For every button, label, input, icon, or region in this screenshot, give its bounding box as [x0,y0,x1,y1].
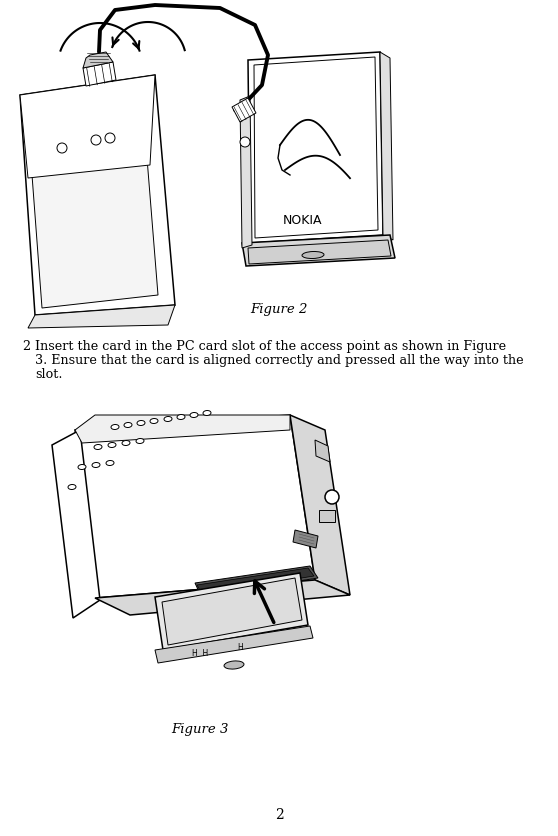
Ellipse shape [136,439,144,444]
Text: Figure 2: Figure 2 [251,303,307,317]
Polygon shape [155,573,308,650]
Polygon shape [95,580,350,615]
Bar [319,510,335,522]
Ellipse shape [224,661,244,669]
Polygon shape [248,240,391,264]
Polygon shape [28,305,175,328]
Ellipse shape [124,422,132,427]
Text: slot.: slot. [35,368,62,381]
Ellipse shape [94,445,102,450]
Polygon shape [20,75,155,178]
Ellipse shape [92,462,100,467]
Polygon shape [254,57,378,238]
Ellipse shape [177,415,185,420]
Polygon shape [195,566,318,596]
Polygon shape [52,430,100,618]
Polygon shape [240,96,252,248]
Circle shape [240,137,250,147]
Ellipse shape [203,410,211,415]
Text: Figure 3: Figure 3 [171,723,229,737]
Polygon shape [293,530,318,548]
Text: NOKIA: NOKIA [282,213,322,227]
Circle shape [105,133,115,143]
Text: 2: 2 [275,808,283,822]
Polygon shape [232,98,256,122]
Polygon shape [242,235,395,266]
Polygon shape [248,52,383,243]
Ellipse shape [164,416,172,421]
Ellipse shape [122,441,130,446]
Ellipse shape [78,465,86,470]
Ellipse shape [137,421,145,426]
Polygon shape [290,415,350,595]
Polygon shape [83,62,116,86]
Polygon shape [162,578,302,645]
Text: Insert the card in the PC card slot of the access point as shown in Figure: Insert the card in the PC card slot of t… [35,340,506,353]
Polygon shape [83,52,113,68]
Ellipse shape [108,442,116,447]
Ellipse shape [150,419,158,424]
Circle shape [91,135,101,145]
Ellipse shape [302,252,324,258]
Ellipse shape [190,412,198,417]
Ellipse shape [68,485,76,490]
Text: H  H: H H [192,649,208,657]
Ellipse shape [111,425,119,430]
Polygon shape [20,75,175,315]
Ellipse shape [106,461,114,466]
Polygon shape [75,415,315,598]
Polygon shape [155,626,313,663]
Text: H: H [237,644,243,653]
Polygon shape [75,415,290,443]
Text: 2: 2 [22,340,30,353]
Text: 3. Ensure that the card is aligned correctly and pressed all the way into the: 3. Ensure that the card is aligned corre… [35,354,523,367]
Circle shape [325,490,339,504]
Polygon shape [315,440,330,462]
Polygon shape [197,568,314,594]
Polygon shape [380,52,393,240]
Polygon shape [32,158,158,308]
Circle shape [57,143,67,153]
